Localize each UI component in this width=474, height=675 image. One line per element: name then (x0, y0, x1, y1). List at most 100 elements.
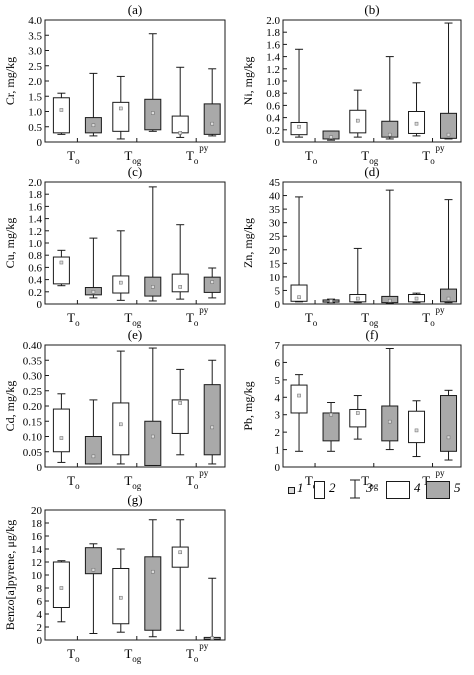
y-tick-label: 1.2 (266, 64, 280, 76)
y-tick-label: 1.5 (28, 91, 42, 103)
y-tick-label: 0.20 (23, 401, 43, 413)
y-tick-label: 0.2 (28, 287, 42, 299)
mean-marker (178, 131, 182, 135)
box-filled-group2 (203, 267, 221, 299)
x-group-label-sup: py (436, 305, 446, 315)
x-group-label-sup: py (199, 468, 209, 478)
y-tick-label: 0.2 (266, 125, 280, 137)
mean-marker (414, 121, 419, 126)
x-group-label: To (422, 148, 435, 166)
box-open-group1 (349, 89, 367, 138)
legend-item-4: 4 (386, 480, 428, 500)
y-tick-label: 1.4 (28, 214, 42, 226)
chart-title: (g) (127, 492, 142, 507)
legend-item-1: 1 (288, 480, 316, 500)
legend-item-5: 5 (426, 480, 468, 500)
mean-marker (446, 296, 451, 301)
x-group-label: To (186, 148, 199, 166)
x-group-label: To (305, 310, 318, 328)
x-group-label: Tog (124, 646, 141, 664)
box-body (381, 120, 399, 138)
y-tick-label: 1.0 (266, 76, 280, 88)
box-filled-group0 (84, 399, 102, 465)
box-open-group0 (52, 560, 70, 623)
mean-marker (59, 436, 64, 440)
y-tick-label: 2 (275, 427, 281, 439)
box-body (112, 402, 130, 456)
y-tick-label: 4 (275, 392, 281, 404)
y-tick-label: 0.35 (23, 355, 43, 367)
mean-marker (210, 636, 214, 640)
x-group-label: To (305, 148, 318, 166)
box-body (290, 284, 308, 302)
box-filled-group2 (440, 389, 458, 461)
x-group-label: To (186, 310, 199, 328)
box-open-group2 (408, 400, 426, 458)
mean-marker (297, 124, 301, 129)
mean-marker (119, 595, 123, 600)
mean-marker (297, 393, 301, 398)
box-body (171, 546, 189, 568)
x-group-label-sup: py (199, 641, 209, 651)
chart-title: (c) (128, 164, 142, 179)
y-tick-label: 0 (275, 137, 281, 149)
mean-marker (151, 569, 155, 574)
y-tick-label: 1.8 (28, 189, 42, 201)
y-tick-label: 40 (269, 191, 281, 203)
box-body (203, 384, 221, 456)
y-tick-label: 2.0 (266, 15, 280, 27)
x-group-label-sup: py (199, 305, 209, 315)
open-box-icon (386, 481, 410, 499)
box-filled-group1 (144, 519, 162, 638)
box-open-group1 (112, 548, 130, 633)
box-body (112, 275, 130, 294)
mean-marker (91, 123, 96, 128)
box-filled-group2 (203, 68, 221, 137)
mean-marker (91, 289, 96, 294)
x-group-label: To (422, 310, 435, 328)
box-filled-group2 (440, 199, 458, 304)
chart-title: (e) (128, 327, 142, 342)
mean-marker (59, 586, 64, 590)
mean-marker (355, 296, 360, 301)
y-tick-label: 14 (31, 544, 43, 556)
box-open-group1 (112, 75, 130, 140)
mean-marker (210, 425, 214, 430)
y-tick-label: 0 (37, 462, 43, 474)
mean-marker (151, 285, 155, 289)
y-tick-label: 3.5 (28, 30, 42, 42)
filled-box-icon (426, 481, 450, 499)
box-body (84, 436, 102, 465)
y-tick-label: 8 (37, 583, 43, 595)
box-open-group2 (408, 292, 426, 304)
mean-marker (387, 132, 392, 137)
y-tick-label: 0.8 (266, 88, 280, 100)
mean-marker (178, 285, 182, 289)
legend-item-2: 2 (314, 480, 348, 500)
mean-marker (414, 296, 419, 301)
y-tick-label: 45 (269, 177, 281, 189)
mean-marker (151, 434, 155, 439)
box-body (171, 273, 189, 293)
legend-num-2: 2 (329, 480, 336, 495)
chart-title: (d) (364, 164, 379, 179)
box-body (349, 408, 367, 428)
box-body (290, 121, 308, 136)
y-tick-label: 35 (269, 204, 281, 216)
y-tick-label: 20 (31, 505, 43, 517)
box-body (203, 103, 221, 135)
mean-marker (91, 567, 96, 572)
y-tick-label: 1.8 (266, 27, 280, 39)
x-group-label-sup: py (436, 468, 446, 478)
box-filled-group2 (203, 577, 221, 640)
x-group-label-sup: py (199, 143, 209, 153)
y-tick-label: 0.4 (28, 275, 42, 287)
chart-title: (a) (128, 2, 142, 17)
box-body (440, 395, 458, 452)
whisker-range-icon (350, 479, 360, 499)
y-tick-label: 2 (37, 622, 43, 634)
box-open-group1 (112, 230, 130, 301)
